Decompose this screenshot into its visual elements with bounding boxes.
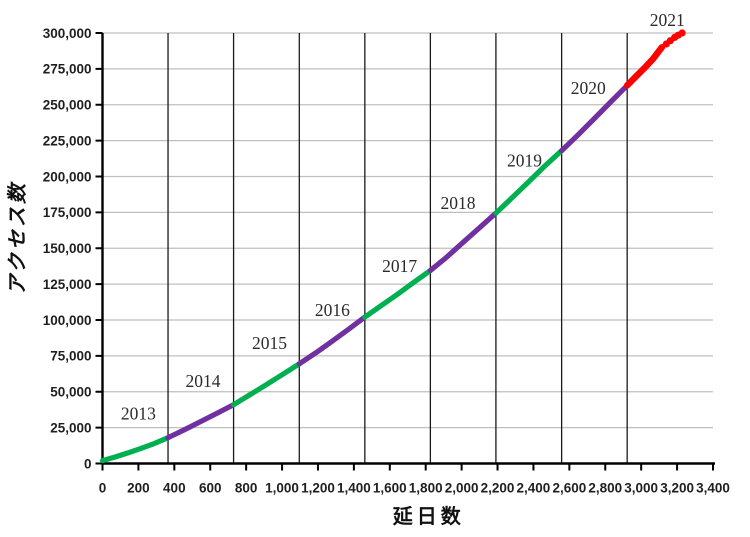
x-tick-label: 2,800 bbox=[588, 481, 622, 496]
x-tick-label: 600 bbox=[199, 481, 222, 496]
x-tick-label: 0 bbox=[99, 481, 107, 496]
series-2021 bbox=[623, 44, 666, 89]
year-label-2021: 2021 bbox=[650, 10, 685, 30]
x-tick-label: 3,000 bbox=[624, 481, 658, 496]
series-2016 bbox=[296, 314, 368, 367]
series-2017 bbox=[362, 267, 433, 320]
x-axis-title: 延日数 bbox=[392, 504, 465, 528]
y-tick-label: 50,000 bbox=[50, 385, 91, 400]
year-label-2019: 2019 bbox=[507, 151, 542, 171]
x-tick-label: 2,200 bbox=[481, 481, 515, 496]
series-2019 bbox=[493, 148, 565, 216]
series-2021-dot bbox=[678, 29, 686, 37]
series-2020 bbox=[558, 82, 630, 154]
x-tick-label: 2,000 bbox=[445, 481, 479, 496]
y-tick-label: 175,000 bbox=[43, 205, 92, 220]
y-tick-label: 125,000 bbox=[43, 277, 92, 292]
y-tick-label: 75,000 bbox=[50, 349, 91, 364]
y-tick-label: 275,000 bbox=[43, 62, 92, 77]
year-label-2015: 2015 bbox=[252, 333, 287, 353]
y-tick-label: 225,000 bbox=[43, 133, 92, 148]
x-tick-label: 1,200 bbox=[301, 481, 335, 496]
y-tick-label: 300,000 bbox=[43, 26, 92, 41]
series-2015 bbox=[231, 361, 302, 408]
x-tick-label: 1,400 bbox=[337, 481, 371, 496]
year-label-2013: 2013 bbox=[121, 403, 156, 423]
x-tick-label: 200 bbox=[127, 481, 150, 496]
x-tick-label: 1,600 bbox=[373, 481, 407, 496]
x-tick-label: 400 bbox=[163, 481, 186, 496]
y-tick-label: 100,000 bbox=[43, 313, 92, 328]
x-tick-label: 2,400 bbox=[517, 481, 551, 496]
y-tick-label: 250,000 bbox=[43, 98, 92, 113]
y-axis-title: アクセス数 bbox=[6, 181, 29, 295]
year-label-2017: 2017 bbox=[382, 256, 417, 276]
x-tick-label: 2,600 bbox=[552, 481, 586, 496]
year-label-2016: 2016 bbox=[315, 300, 350, 320]
x-tick-label: 3,400 bbox=[696, 481, 730, 496]
year-label-2018: 2018 bbox=[441, 193, 476, 213]
x-tick-label: 1,800 bbox=[409, 481, 443, 496]
x-tick-label: 800 bbox=[235, 481, 258, 496]
y-tick-label: 25,000 bbox=[50, 420, 91, 435]
y-tick-label: 150,000 bbox=[43, 241, 92, 256]
series-2013 bbox=[99, 435, 171, 464]
y-tick-label: 200,000 bbox=[43, 169, 92, 184]
x-tick-label: 3,200 bbox=[660, 481, 694, 496]
year-label-2014: 2014 bbox=[186, 371, 221, 391]
y-tick-label: 0 bbox=[84, 456, 92, 471]
series-2018 bbox=[427, 210, 499, 274]
series-2014 bbox=[165, 402, 237, 441]
x-tick-label: 1,000 bbox=[265, 481, 299, 496]
year-label-2020: 2020 bbox=[571, 78, 606, 98]
